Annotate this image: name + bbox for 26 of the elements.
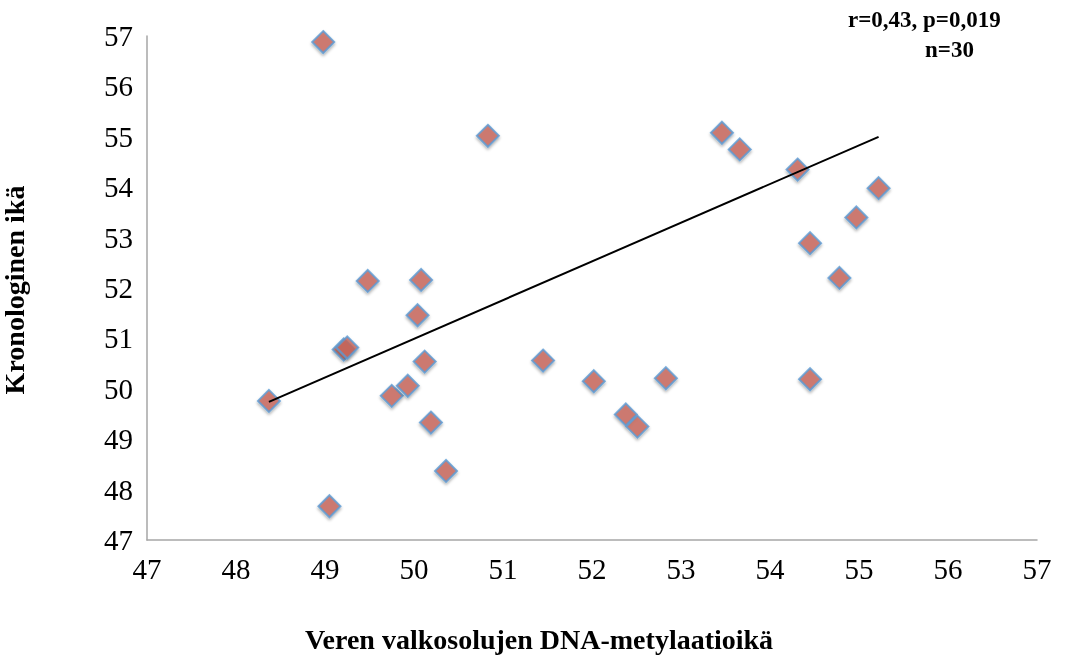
x-tick-label: 52 (577, 552, 607, 585)
y-tick-label: 51 (104, 322, 133, 355)
y-tick-label: 57 (104, 20, 133, 52)
x-tick-label: 51 (488, 552, 518, 585)
y-tick-label: 56 (104, 70, 133, 103)
y-axis-title: Kronologinen ikä (0, 185, 30, 395)
x-tick-label: 50 (399, 552, 429, 585)
y-tick-label: 55 (104, 120, 133, 153)
x-tick-label: 53 (666, 552, 696, 585)
y-tick-label: 54 (104, 171, 134, 204)
y-tick-label: 47 (104, 524, 133, 556)
y-tick-label: 50 (104, 372, 133, 405)
y-tick-label: 49 (104, 423, 133, 456)
x-tick-label: 57 (1022, 552, 1052, 585)
y-tick-label: 53 (104, 221, 133, 254)
x-tick-label: 47 (132, 552, 162, 585)
x-axis-title: Veren valkosolujen DNA-metylaatioikä (304, 623, 774, 655)
text: r=0,43, p=0,019 (848, 7, 1001, 32)
x-tick-label: 55 (844, 552, 874, 585)
x-tick-label: 48 (221, 552, 251, 585)
y-tick-label: 52 (104, 272, 133, 304)
annotation: n=30 (925, 37, 974, 62)
x-tick-label: 54 (755, 552, 785, 585)
y-tick-label: 48 (104, 473, 133, 506)
x-tick-label: 49 (310, 552, 340, 585)
x-tick-label: 56 (933, 552, 963, 585)
